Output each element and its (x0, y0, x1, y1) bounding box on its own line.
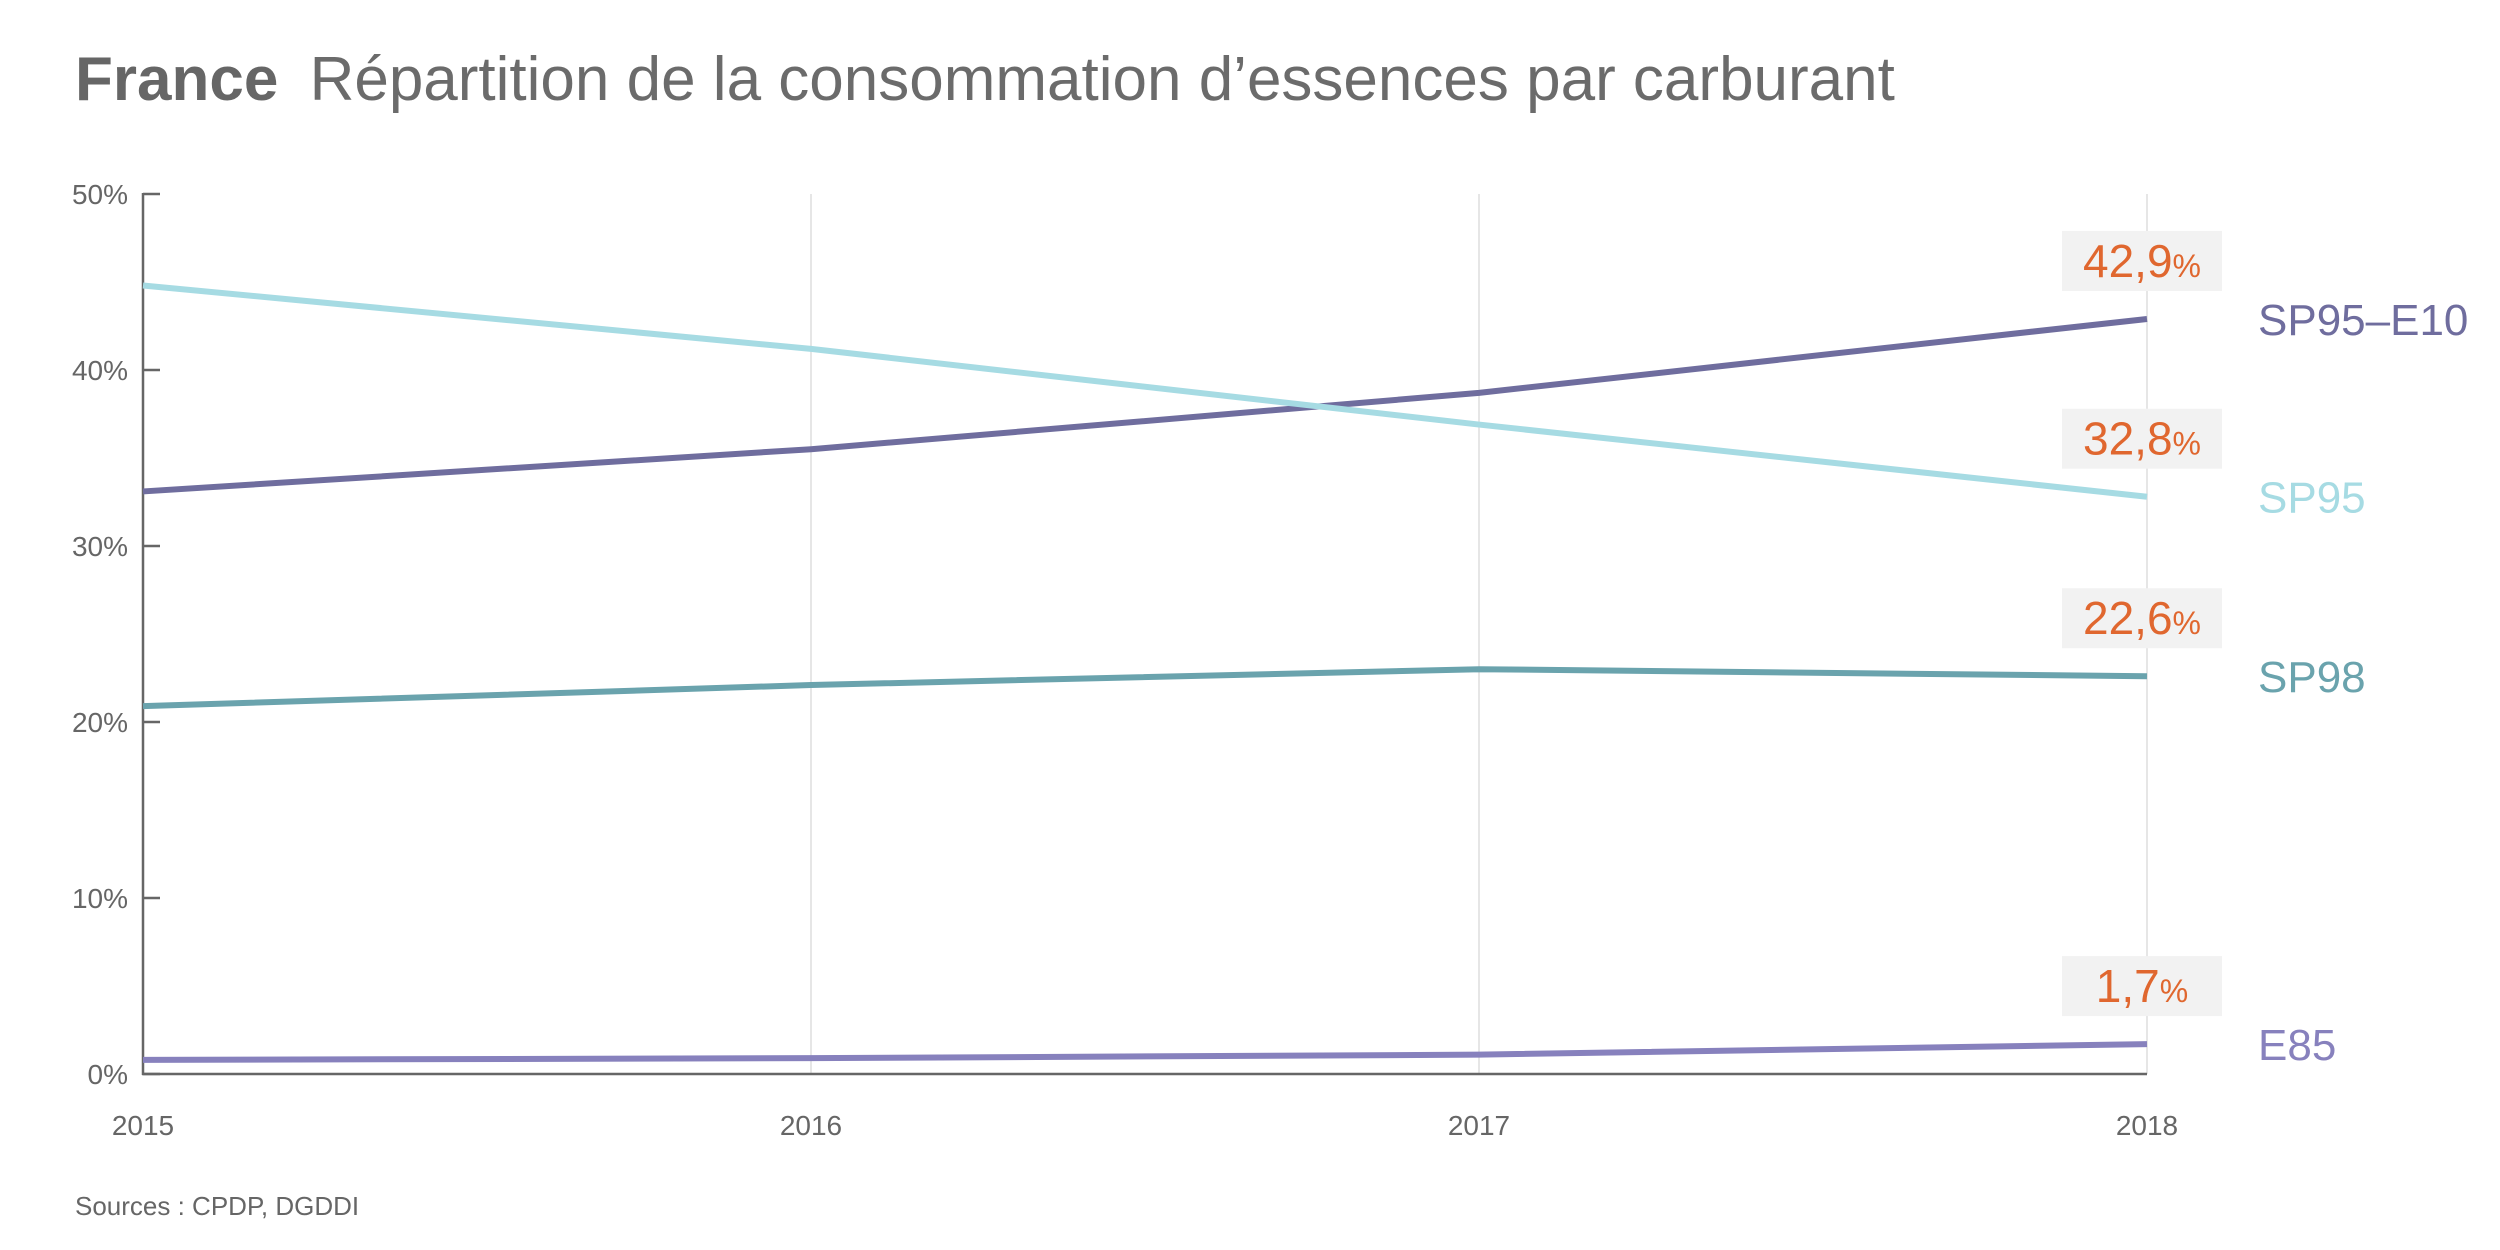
value-box (2062, 588, 2222, 649)
value-unit: % (2160, 973, 2188, 1009)
value-number: 32,8 (2083, 413, 2173, 465)
x-tick-label: 2016 (780, 1110, 842, 1141)
series-label: SP98 (2258, 653, 2366, 702)
value-unit: % (2173, 248, 2201, 284)
value-number: 1,7 (2096, 960, 2160, 1012)
chart-title: France Répartition de la consommation d’… (75, 45, 1895, 114)
x-axis-ticks: 2015 2016 2017 2018 (112, 1110, 2178, 1141)
value-unit: % (2173, 426, 2201, 462)
value-label: 32,8% (2083, 413, 2201, 465)
y-tick-label: 30% (72, 531, 128, 562)
title-rest: Répartition de la consommation d’essence… (310, 45, 1895, 114)
end-labels: 42,9% SP95–E10 32,8% SP95 22,6% SP98 1,7% E85 (2062, 230, 2468, 1070)
series-lines (142, 282, 2148, 1063)
x-tick-label: 2017 (1448, 1110, 1510, 1141)
axes (141, 193, 2147, 1076)
value-box (2062, 230, 2222, 291)
series-label: E85 (2258, 1021, 2336, 1070)
y-axis-ticks: 0% 10% 20% 30% 40% 50% (72, 179, 160, 1090)
value-box (2062, 956, 2222, 1017)
title-bold: France (75, 45, 278, 114)
series-line-SP95–E10 (142, 315, 2148, 495)
series-line-E85 (142, 1041, 2148, 1063)
value-box (2062, 408, 2222, 469)
value-label: 22,6% (2083, 592, 2201, 644)
value-label: 42,9% (2083, 235, 2201, 287)
value-unit: % (2173, 605, 2201, 641)
sources-note: Sources : CPDP, DGDDI (75, 1191, 359, 1221)
y-tick-label: 10% (72, 883, 128, 914)
series-line-SP98 (142, 666, 2148, 710)
y-tick-label: 20% (72, 707, 128, 738)
value-number: 22,6 (2083, 592, 2173, 644)
series-line-SP95 (142, 282, 2148, 500)
value-number: 42,9 (2083, 235, 2173, 287)
y-tick-label: 0% (88, 1059, 128, 1090)
series-label: SP95–E10 (2258, 296, 2468, 345)
x-tick-label: 2015 (112, 1110, 174, 1141)
y-tick-label: 40% (72, 355, 128, 386)
gridlines (810, 194, 2148, 1074)
x-tick-label: 2018 (2116, 1110, 2178, 1141)
value-label: 1,7% (2096, 960, 2188, 1012)
y-tick-label: 50% (72, 179, 128, 210)
series-label: SP95 (2258, 474, 2366, 523)
